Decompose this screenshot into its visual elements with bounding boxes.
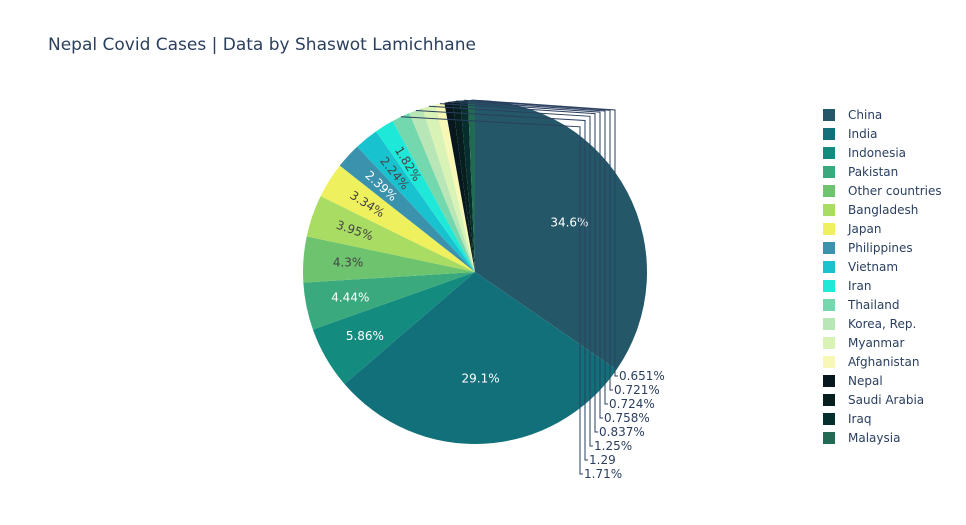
legend-swatch	[823, 432, 835, 444]
legend-item-china[interactable]: China	[823, 108, 882, 122]
legend-swatch	[823, 375, 835, 387]
pie-slice-korea-rep	[409, 108, 475, 272]
legend-item-myanmar[interactable]: Myanmar	[823, 336, 904, 350]
leader-line-iraq	[464, 99, 613, 391]
pie-slice-myanmar	[422, 104, 475, 272]
slice-label-thailand: 1.71%	[584, 467, 622, 481]
leader-line-korea-rep	[415, 110, 588, 461]
legend-label: Pakistan	[848, 165, 898, 179]
chart-title: Nepal Covid Cases | Data by Shaswot Lami…	[48, 35, 476, 55]
slice-label-malaysia: 0.651%	[619, 369, 665, 383]
legend-label: Saudi Arabia	[848, 393, 924, 407]
slice-label-korea-rep: 1.29	[589, 453, 616, 467]
legend-item-korea-rep[interactable]: Korea, Rep.	[823, 317, 916, 331]
pie-slice-philippines	[339, 146, 475, 272]
pie-slice-japan	[320, 165, 475, 272]
leader-line-nepal	[448, 101, 603, 419]
legend-label: Thailand	[847, 298, 900, 312]
legend-item-nepal[interactable]: Nepal	[823, 374, 883, 388]
slice-label-iraq: 0.721%	[614, 383, 660, 397]
legend-label: Nepal	[848, 374, 883, 388]
legend-swatch	[823, 185, 835, 197]
legend-label: Iraq	[848, 412, 871, 426]
legend-swatch	[823, 166, 835, 178]
legend-swatch	[823, 318, 835, 330]
legend-item-iran[interactable]: Iran	[823, 279, 871, 293]
legend-item-japan[interactable]: Japan	[823, 222, 881, 236]
legend-item-thailand[interactable]: Thailand	[823, 298, 900, 312]
legend-label: Indonesia	[848, 146, 906, 160]
legend-item-other-countries[interactable]: Other countries	[823, 184, 942, 198]
legend-label: India	[848, 127, 877, 141]
legend-item-pakistan[interactable]: Pakistan	[823, 165, 898, 179]
legend-swatch	[823, 109, 835, 121]
legend-swatch	[823, 147, 835, 159]
legend-swatch	[823, 204, 835, 216]
legend-swatch	[823, 413, 835, 425]
pie-slice-bangladesh	[306, 196, 475, 272]
slice-label-afghanistan: 0.837%	[599, 425, 645, 439]
legend-item-malaysia[interactable]: Malaysia	[823, 431, 900, 445]
legend-label: Malaysia	[848, 431, 900, 445]
legend-item-philippines[interactable]: Philippines	[823, 241, 913, 255]
legend-swatch	[823, 337, 835, 349]
legend-swatch	[823, 128, 835, 140]
legend-item-iraq[interactable]: Iraq	[823, 412, 871, 426]
pie-slice-vietnam	[357, 131, 475, 272]
legend-item-bangladesh[interactable]: Bangladesh	[823, 203, 918, 217]
legend-label: Japan	[847, 222, 881, 236]
legend-item-afghanistan[interactable]: Afghanistan	[823, 355, 919, 369]
slice-label-india: 29.1%	[462, 372, 500, 386]
legend-label: Philippines	[848, 241, 913, 255]
legend-label: Iran	[848, 279, 871, 293]
legend-label: Myanmar	[848, 336, 904, 350]
slice-label-other-countries: 4.3%	[333, 256, 364, 270]
legend-label: Vietnam	[848, 260, 898, 274]
legend-label: Korea, Rep.	[848, 317, 916, 331]
pie-slice-pakistan	[303, 272, 475, 330]
pie-slice-afghanistan	[435, 102, 475, 272]
slice-label-nepal: 0.758%	[604, 411, 650, 425]
leader-line-myanmar	[428, 105, 593, 447]
legend-swatch	[823, 242, 835, 254]
legend-swatch	[823, 299, 835, 311]
legend: China India Indonesia Pakistan Other countri…	[823, 108, 942, 445]
pie-slice-iran	[375, 120, 475, 272]
leader-line-afghanistan	[439, 103, 598, 433]
legend-swatch	[823, 356, 835, 368]
legend-item-india[interactable]: India	[823, 127, 877, 141]
legend-swatch	[823, 223, 835, 235]
legend-label: China	[848, 108, 882, 122]
pie-slice-china	[475, 100, 648, 370]
pie-slice-other-countries	[303, 236, 475, 283]
pie-slice-thailand	[392, 113, 475, 273]
leader-line-thailand	[400, 116, 583, 475]
pie-slice-iraq	[460, 100, 475, 272]
legend-label: Other countries	[848, 184, 942, 198]
pie-slice-saudi-arabia	[452, 100, 475, 272]
leader-line-malaysia	[471, 99, 618, 377]
slice-label-indonesia: 5.86%	[346, 329, 384, 343]
legend-swatch	[823, 261, 835, 273]
pie-slice-indonesia	[312, 272, 475, 385]
pie-slice-malaysia	[467, 99, 475, 272]
leader-line-saudi-arabia	[456, 100, 608, 405]
legend-label: Bangladesh	[848, 203, 918, 217]
legend-label: Afghanistan	[848, 355, 919, 369]
slice-label-myanmar: 1.25%	[594, 439, 632, 453]
slice-label-saudi-arabia: 0.724%	[609, 397, 655, 411]
legend-swatch	[823, 394, 835, 406]
legend-swatch	[823, 280, 835, 292]
pie-slice-nepal	[444, 101, 475, 273]
slice-label-china: 34.6%	[550, 215, 588, 229]
legend-item-indonesia[interactable]: Indonesia	[823, 146, 906, 160]
legend-item-saudi-arabia[interactable]: Saudi Arabia	[823, 393, 924, 407]
pie-slice-india	[344, 272, 617, 445]
legend-item-vietnam[interactable]: Vietnam	[823, 260, 898, 274]
slice-label-pakistan: 4.44%	[331, 291, 369, 305]
pie-slices	[303, 99, 648, 445]
